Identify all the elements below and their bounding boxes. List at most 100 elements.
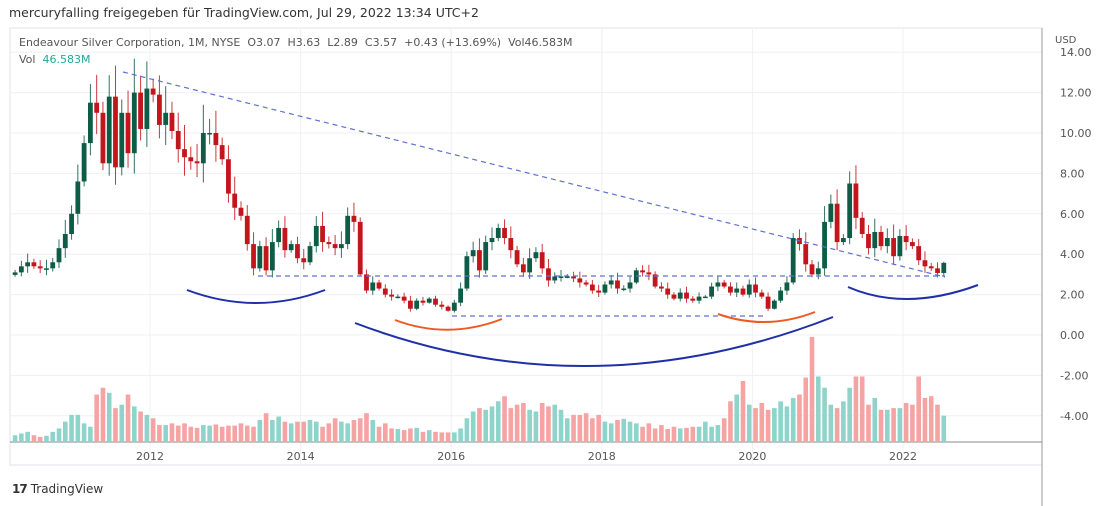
- candle-body: [414, 300, 420, 309]
- volume-bar: [740, 380, 746, 442]
- volume-bar: [634, 423, 639, 442]
- candle-body: [771, 300, 777, 309]
- volume-bar: [219, 426, 225, 442]
- volume-bar: [759, 403, 765, 442]
- candle-body: [558, 276, 564, 278]
- volume-bar: [420, 431, 426, 442]
- candle-body: [200, 133, 206, 164]
- volume-bar: [439, 432, 445, 442]
- volume-bar: [307, 419, 313, 442]
- volume-bar: [100, 387, 106, 442]
- candle-body: [288, 244, 294, 251]
- candle-body: [219, 145, 225, 160]
- candle-body: [313, 225, 319, 247]
- candle-body: [439, 304, 445, 307]
- candle-body: [345, 215, 351, 245]
- volume-bar: [332, 418, 338, 442]
- time-tick-label: 2018: [588, 450, 616, 463]
- candle-body: [113, 96, 118, 168]
- candle-body: [489, 238, 495, 243]
- chart-legend: Endeavour Silver Corporation, 1M, NYSE O…: [19, 34, 573, 68]
- arc-orange-left: [394, 318, 503, 331]
- volume-bar: [790, 397, 796, 442]
- tradingview-logo-icon: 17: [12, 482, 28, 496]
- volume-bar: [640, 426, 645, 442]
- volume-bar: [608, 423, 614, 442]
- price-tick-label: 6.00: [1060, 208, 1085, 221]
- volume-bar: [703, 421, 708, 442]
- volume-bar: [696, 426, 702, 442]
- volume-bar: [345, 423, 350, 442]
- candle-body: [803, 244, 809, 265]
- candle-body: [232, 193, 238, 208]
- candle-body: [75, 181, 81, 214]
- candle-body: [765, 296, 771, 309]
- volume-bar: [514, 404, 520, 442]
- volume-bar: [772, 408, 777, 442]
- candle-body: [627, 282, 633, 289]
- volume-bar: [226, 425, 231, 442]
- candle-body: [238, 207, 244, 216]
- tradingview-brand[interactable]: 17 TradingView: [12, 482, 103, 496]
- arc-blue-right: [847, 284, 979, 300]
- volume-inline: Vol46.583M: [508, 36, 573, 49]
- candle-body: [408, 300, 413, 309]
- candle-body: [332, 244, 338, 249]
- candle-body: [621, 288, 627, 291]
- candle-body: [859, 217, 865, 234]
- volume-bar: [521, 403, 526, 442]
- candle-body: [157, 94, 162, 125]
- volume-bar: [31, 435, 37, 442]
- volume-bar: [916, 376, 921, 442]
- candle-body: [477, 250, 482, 271]
- volume-bar: [552, 404, 558, 442]
- symbol-title: Endeavour Silver Corporation, 1M, NYSE: [19, 36, 241, 49]
- volume-bar: [188, 426, 194, 442]
- price-tick-label: 8.00: [1060, 167, 1085, 180]
- candle-body: [370, 282, 376, 291]
- candle-body: [326, 242, 332, 245]
- volume-bar: [376, 426, 382, 442]
- candle-body: [520, 264, 526, 273]
- price-tick-label: 2.00: [1060, 289, 1085, 302]
- volume-bar: [753, 408, 758, 442]
- volume-bar: [25, 431, 30, 442]
- candle-body: [778, 290, 784, 301]
- volume-bar: [615, 419, 620, 442]
- candle-body: [138, 92, 143, 129]
- volume-bar: [621, 418, 627, 442]
- candle-body: [640, 270, 645, 273]
- volume-bar: [12, 435, 18, 442]
- candle-body: [608, 280, 614, 285]
- candle-body: [62, 234, 68, 249]
- volume-bar: [125, 394, 131, 442]
- volume-bar: [69, 414, 74, 442]
- volume-bar: [56, 428, 62, 442]
- price-tick-label: -4.00: [1060, 410, 1088, 423]
- volume-bar: [841, 401, 846, 442]
- candle-body: [746, 284, 752, 295]
- volume-bar: [169, 423, 175, 442]
- volume-bar: [822, 387, 827, 442]
- volume-bar: [357, 418, 363, 442]
- candle-body: [539, 252, 545, 269]
- candle-body: [652, 274, 658, 287]
- candle-body: [31, 262, 37, 267]
- candle-body: [56, 248, 62, 263]
- candle-body: [784, 282, 790, 291]
- volume-bar: [339, 421, 344, 442]
- volume-bar: [282, 421, 288, 442]
- volume-bar: [483, 409, 489, 442]
- candle-body: [840, 238, 846, 243]
- volume-bar: [577, 414, 583, 442]
- candle-body: [728, 286, 733, 293]
- volume-bar: [401, 430, 407, 442]
- candle-body: [596, 290, 602, 293]
- candle-body: [364, 274, 369, 291]
- publish-caption: mercuryfalling freigegeben für TradingVi…: [9, 5, 479, 20]
- candle-body: [301, 258, 307, 263]
- brand-name: TradingView: [30, 482, 104, 496]
- arc-blue-left: [186, 289, 326, 304]
- time-tick-label: 2012: [136, 450, 164, 463]
